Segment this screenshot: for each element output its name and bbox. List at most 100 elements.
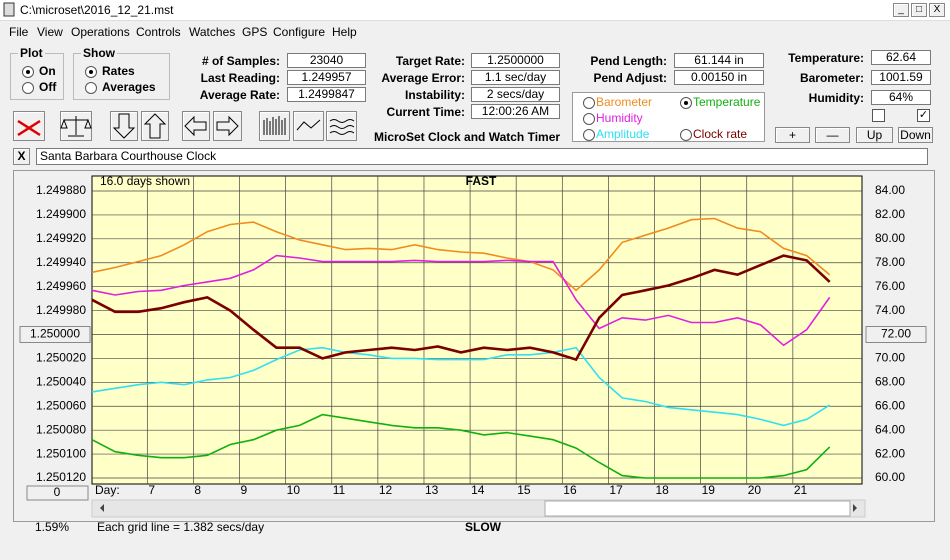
radio-button[interactable] xyxy=(583,129,595,141)
control-button[interactable]: — xyxy=(815,127,850,143)
y-tick-label: 1.250040 xyxy=(36,375,86,389)
radio-label: On xyxy=(39,64,56,78)
y-tick-label: 1.250000 xyxy=(30,327,80,341)
axis-option: Humidity xyxy=(596,111,643,125)
app-label: MicroSet Clock and Watch Timer xyxy=(374,130,561,144)
scroll-button[interactable] xyxy=(26,485,89,501)
radio-button[interactable] xyxy=(85,66,97,78)
y2-tick-label: 64.00 xyxy=(875,422,905,436)
scroll-value: 0 xyxy=(54,485,61,499)
x-tick-label: 11 xyxy=(333,483,346,497)
x-tick-label: 7 xyxy=(148,483,155,497)
axis-option: Clock rate xyxy=(693,127,748,141)
y-tick-label: 1.250060 xyxy=(36,398,86,412)
axis-selector xyxy=(572,92,765,142)
field-label: Pend Length: xyxy=(590,54,667,68)
y2-tick-label: 82.00 xyxy=(875,207,905,221)
menu-item[interactable]: Watches xyxy=(189,25,236,39)
y2-tick-label: 78.00 xyxy=(875,255,905,269)
axis-option: Temperature xyxy=(693,95,761,109)
close-watch-button[interactable]: X xyxy=(13,148,30,165)
window-control[interactable]: X xyxy=(929,3,945,17)
center-value-button[interactable] xyxy=(865,326,927,343)
y2-tick-label: 74.00 xyxy=(875,303,905,317)
window-control[interactable]: □ xyxy=(911,3,927,17)
menu-item[interactable]: File xyxy=(9,25,29,39)
y2-tick-label: 80.00 xyxy=(875,231,905,245)
field-value: 1.2499847 xyxy=(287,87,366,102)
radio-label: Averages xyxy=(102,80,156,94)
x-tick-label: 17 xyxy=(609,483,623,497)
y-tick-label: 1.249920 xyxy=(36,231,86,245)
radio-button[interactable] xyxy=(583,113,595,125)
field-value: 12:00:26 AM xyxy=(471,104,560,119)
radio-button[interactable] xyxy=(583,97,595,109)
watch-name[interactable]: Santa Barbara Courthouse Clock xyxy=(36,148,928,165)
control-button[interactable]: Down xyxy=(898,127,933,143)
field-label: Instability: xyxy=(404,88,465,102)
field-label: Target Rate: xyxy=(395,54,465,68)
series-line xyxy=(91,413,831,479)
field-value: 64% xyxy=(871,90,931,105)
axis-option: Amplitude xyxy=(596,127,650,141)
radio-button[interactable] xyxy=(680,129,692,141)
x-tick-label: 18 xyxy=(656,483,670,497)
days-shown: 16.0 days shown xyxy=(100,174,190,188)
x-tick-label: 16 xyxy=(563,483,577,497)
y-tick-label: 1.249880 xyxy=(36,183,86,197)
title-bar xyxy=(0,0,950,21)
field-value: 1.249957 xyxy=(287,70,366,85)
radio-button[interactable] xyxy=(680,97,692,109)
radio-label: Off xyxy=(39,80,57,94)
bottom-label: SLOW xyxy=(465,520,502,534)
y-tick-label: 1.250080 xyxy=(36,422,86,436)
x-tick-label: 20 xyxy=(748,483,762,497)
y-tick-label: 1.249900 xyxy=(36,207,86,221)
x-tick-label: 19 xyxy=(702,483,716,497)
menu-item[interactable]: Help xyxy=(332,25,357,39)
field-label: Humidity: xyxy=(808,91,864,105)
field-value: 61.144 in xyxy=(674,53,764,68)
y2-tick-label: 68.00 xyxy=(875,375,905,389)
menu-item[interactable]: Configure xyxy=(273,25,326,39)
field-value: 1.2500000 xyxy=(471,53,560,68)
field-label: Average Error: xyxy=(381,71,465,85)
y-tick-label: 1.250120 xyxy=(36,470,86,484)
menu-item[interactable]: Controls xyxy=(136,25,181,39)
series-line xyxy=(91,217,831,292)
menu-item[interactable]: GPS xyxy=(242,25,268,39)
y-tick-label: 1.249940 xyxy=(36,255,86,269)
percent-label: 1.59% xyxy=(35,520,69,534)
x-tick-label: 10 xyxy=(287,483,301,497)
field-label: Average Rate: xyxy=(199,88,280,102)
radio-button[interactable] xyxy=(85,82,97,94)
window-control[interactable]: _ xyxy=(893,3,909,17)
x-tick-label: 14 xyxy=(471,483,485,497)
checkbox[interactable] xyxy=(872,109,885,122)
chart-title: FAST xyxy=(466,174,497,188)
x-tick-label: 9 xyxy=(241,483,248,497)
field-value: 0.00150 in xyxy=(674,70,764,85)
x-tick-label: 13 xyxy=(425,483,439,497)
control-button[interactable]: + xyxy=(775,127,810,143)
window-title: C:\microset\2016_12_21.mst xyxy=(20,3,174,17)
scroll-thumb[interactable] xyxy=(544,500,851,517)
field-value: 1001.59 xyxy=(871,70,931,85)
field-value: 1.1 sec/day xyxy=(471,70,560,85)
control-button[interactable]: Up xyxy=(856,127,893,143)
radio-button[interactable] xyxy=(22,66,34,78)
y-tick-label: 1.249960 xyxy=(36,279,86,293)
radio-button[interactable] xyxy=(22,82,34,94)
center-value-button[interactable] xyxy=(19,326,91,343)
menu-item[interactable]: Operations xyxy=(71,25,130,39)
field-label: Temperature: xyxy=(788,51,864,65)
checkbox[interactable]: ✓ xyxy=(917,109,930,122)
y2-tick-label: 62.00 xyxy=(875,446,905,460)
field-label: Pend Adjust: xyxy=(593,71,667,85)
menu-item[interactable]: View xyxy=(37,25,63,39)
field-value: 62.64 xyxy=(871,50,931,65)
chart-frame xyxy=(13,170,935,522)
y2-tick-label: 60.00 xyxy=(875,470,905,484)
